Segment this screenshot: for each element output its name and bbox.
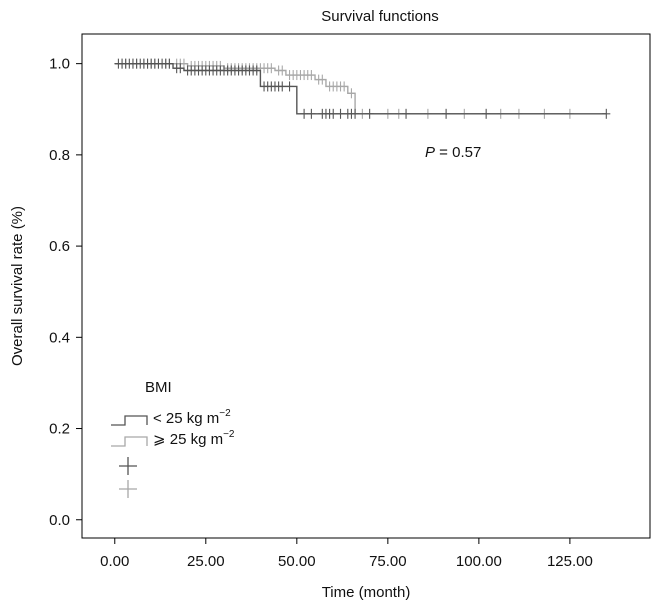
censor-mark xyxy=(442,108,451,119)
survival-step-line-1 xyxy=(114,62,607,115)
y-tick-label: 1.0 xyxy=(49,56,70,73)
legend-entry-2-text: ⩾ 25 kg m xyxy=(153,431,223,448)
x-tick-label: 25.00 xyxy=(187,553,225,570)
chart-title: Survival functions xyxy=(321,8,439,25)
p-value-text: = 0.57 xyxy=(435,144,481,161)
censor-mark xyxy=(165,58,174,69)
legend-title: BMI xyxy=(145,379,172,396)
censor-mark xyxy=(602,108,611,119)
legend-entry-1-text: < 25 kg m xyxy=(153,410,219,427)
x-axis-label: Time (month) xyxy=(322,584,411,601)
y-tick-label: 0.6 xyxy=(49,238,70,255)
series-group xyxy=(114,58,611,119)
legend-censor-marker-1 xyxy=(119,457,137,475)
censor-mark xyxy=(307,70,316,81)
censor-mark xyxy=(300,108,309,119)
legend-censor-marker-2 xyxy=(119,480,137,498)
series-1 xyxy=(114,58,611,119)
censor-mark xyxy=(179,58,188,69)
legend-entry-2: ⩾ 25 kg m−2 xyxy=(153,429,235,448)
plot-frame xyxy=(81,33,651,539)
censor-mark xyxy=(365,108,374,119)
p-value-symbol: P xyxy=(425,144,435,161)
x-tick-label: 100.00 xyxy=(456,553,502,570)
y-tick-label: 0.2 xyxy=(49,421,70,438)
censor-mark xyxy=(176,63,185,74)
censor-mark xyxy=(402,108,411,119)
y-axis-ticks: 0.0 0.2 0.4 0.6 0.8 1.0 xyxy=(49,56,82,529)
censor-mark xyxy=(307,108,316,119)
y-tick-label: 0.0 xyxy=(49,512,70,529)
x-tick-label: 125.00 xyxy=(547,553,593,570)
censor-mark xyxy=(482,108,491,119)
legend-entry-1-sup: −2 xyxy=(219,408,231,419)
censor-mark xyxy=(267,63,276,74)
legend-entry-1: < 25 kg m−2 xyxy=(153,408,231,427)
censor-mark xyxy=(278,65,287,76)
x-tick-label: 50.00 xyxy=(278,553,316,570)
x-tick-label: 75.00 xyxy=(369,553,407,570)
censor-mark xyxy=(252,65,261,76)
survival-step-line-2 xyxy=(114,62,570,115)
legend: BMI < 25 kg m−2 ⩾ 25 kg m−2 xyxy=(111,379,235,498)
censor-mark xyxy=(318,74,327,85)
censor-mark xyxy=(336,108,345,119)
y-axis-label: Overall survival rate (%) xyxy=(9,206,26,366)
censor-mark xyxy=(278,81,287,92)
legend-entry-2-sup: −2 xyxy=(223,429,235,440)
censor-mark xyxy=(347,88,356,99)
legend-line-swatch-1 xyxy=(111,415,148,426)
p-value-annotation: P = 0.57 xyxy=(425,144,481,161)
legend-line-swatch-2 xyxy=(111,436,148,447)
x-axis-ticks: 0.00 25.00 50.00 75.00 100.00 125.00 xyxy=(100,538,593,570)
censor-mark xyxy=(340,81,349,92)
y-tick-label: 0.8 xyxy=(49,147,70,164)
censor-mark xyxy=(351,108,360,119)
censor-mark xyxy=(285,81,294,92)
x-tick-label: 0.00 xyxy=(100,553,129,570)
y-tick-label: 0.4 xyxy=(49,329,70,346)
censor-mark xyxy=(329,108,338,119)
